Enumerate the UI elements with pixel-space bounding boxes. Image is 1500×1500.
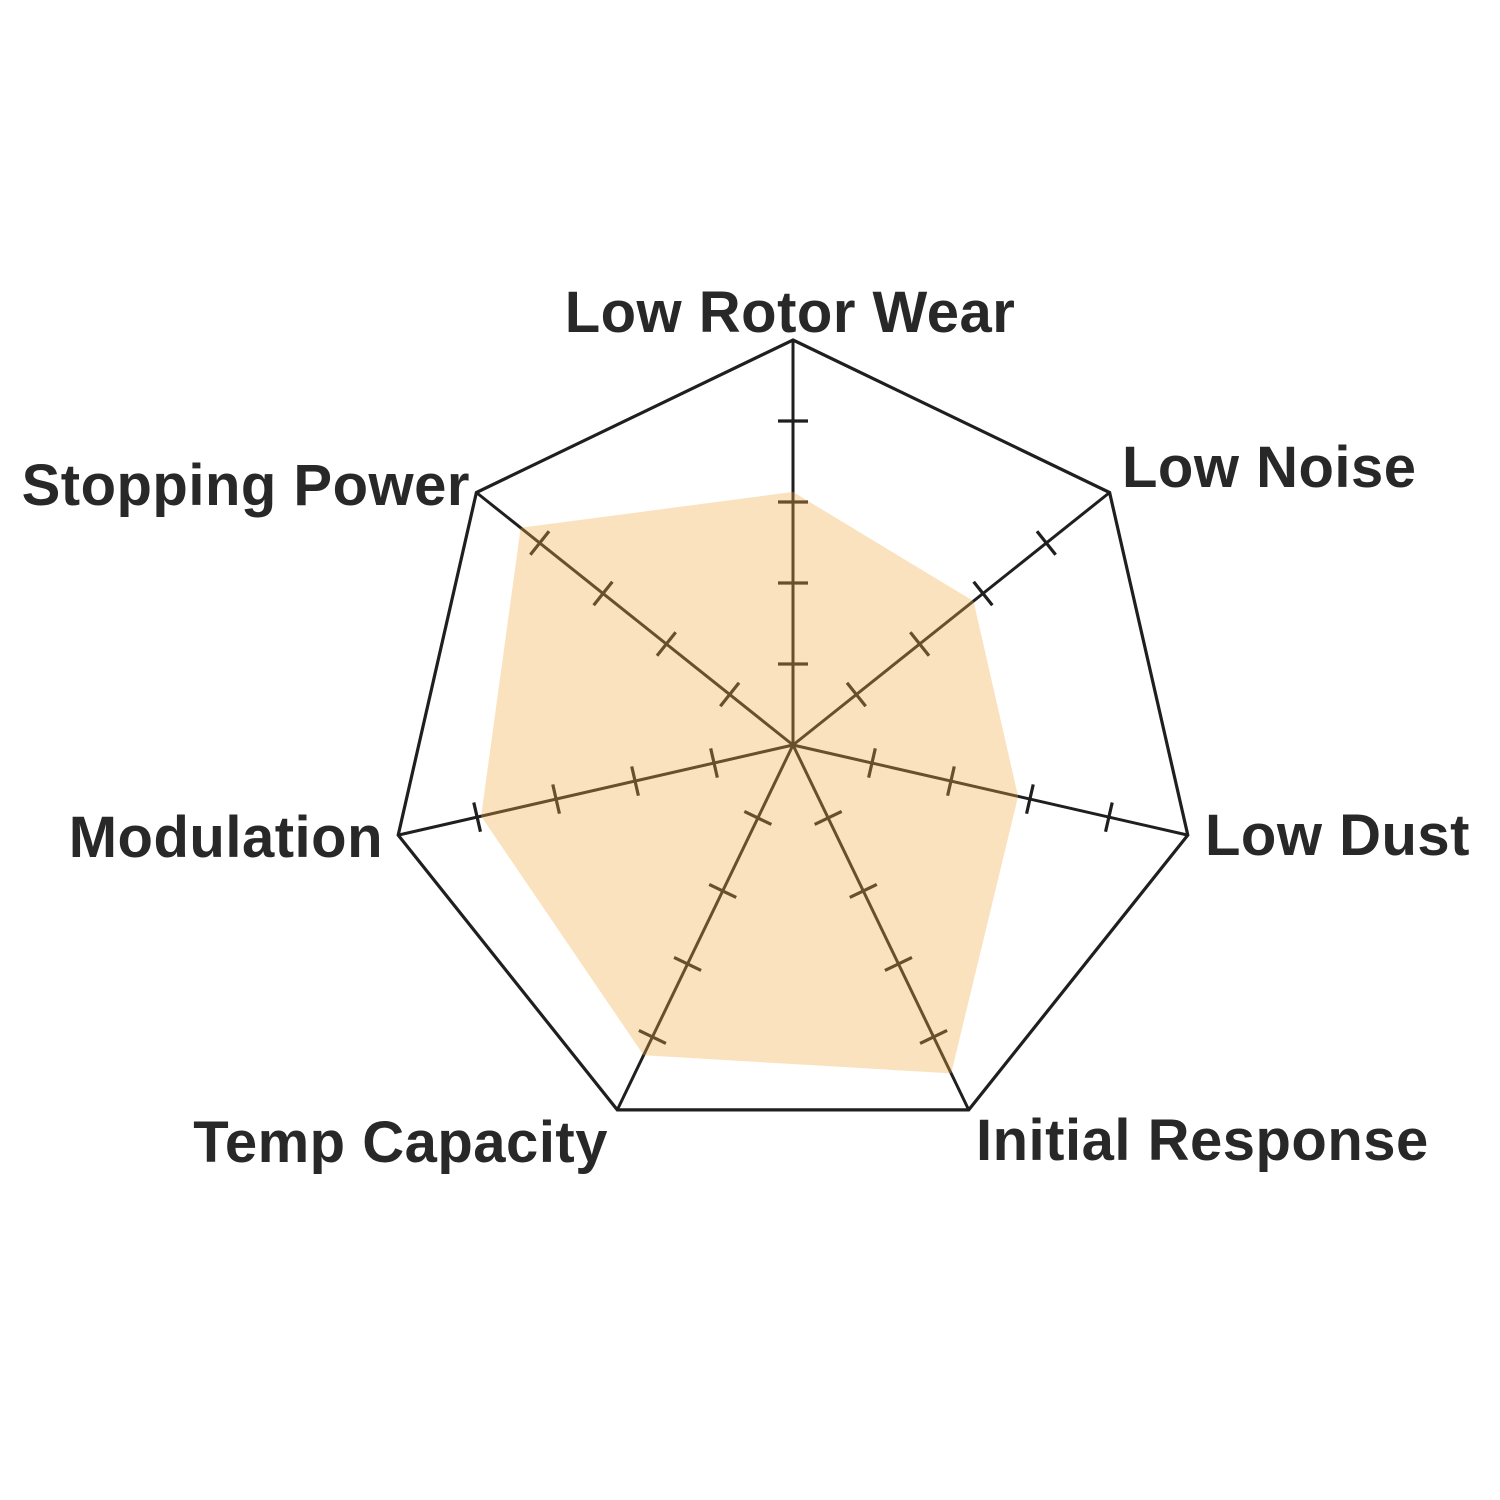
radar-tick-mark	[919, 1028, 948, 1045]
radar-tick-mark	[673, 955, 702, 972]
radar-tick-mark	[972, 580, 994, 607]
radar-tick-mark	[909, 631, 931, 657]
radar-spoke	[791, 744, 971, 1111]
radar-tick-mark	[655, 631, 677, 657]
radar-spoke	[615, 744, 795, 1111]
axis-label-modulation: Modulation	[69, 805, 383, 870]
radar-tick-mark	[867, 748, 877, 779]
radar-tick-mark	[529, 530, 551, 556]
radar-value-area	[481, 491, 1019, 1074]
radar-axis-ticks	[472, 419, 1114, 1045]
radar-tick-mark	[743, 810, 773, 826]
radar-tick-mark	[849, 883, 878, 899]
axis-label-low-rotor-wear: Low Rotor Wear	[565, 280, 1016, 345]
axis-label-low-noise: Low Noise	[1122, 435, 1417, 500]
radar-tick-mark	[1103, 802, 1114, 833]
radar-tick-mark	[1025, 784, 1035, 815]
radar-tick-mark	[719, 681, 741, 708]
radar-axis-spokes	[397, 340, 1189, 1111]
radar-spoke	[792, 743, 1189, 837]
radar-outline-polygon	[396, 338, 1190, 1112]
radar-tick-mark	[472, 802, 483, 833]
radar-spoke	[475, 491, 794, 747]
radar-tick-mark	[845, 681, 867, 708]
radar-tick-mark	[813, 810, 843, 826]
radar-tick-mark	[884, 955, 913, 972]
radar-tick-mark	[592, 580, 614, 607]
axis-label-stopping-power: Stopping Power	[22, 453, 470, 518]
radar-tick-mark	[551, 784, 561, 815]
radar-spoke	[397, 743, 794, 837]
radar-spoke	[792, 491, 1111, 747]
radar-tick-mark	[708, 883, 737, 899]
radar-tick-mark	[638, 1028, 667, 1045]
radar-tick-mark	[709, 748, 719, 779]
axis-label-initial-response: Initial Response	[976, 1108, 1429, 1173]
radar-tick-mark	[630, 766, 640, 797]
axis-label-temp-capacity: Temp Capacity	[193, 1110, 608, 1175]
radar-tick-mark	[946, 766, 956, 797]
axis-label-low-dust: Low Dust	[1205, 803, 1470, 868]
radar-tick-mark	[1035, 530, 1057, 556]
